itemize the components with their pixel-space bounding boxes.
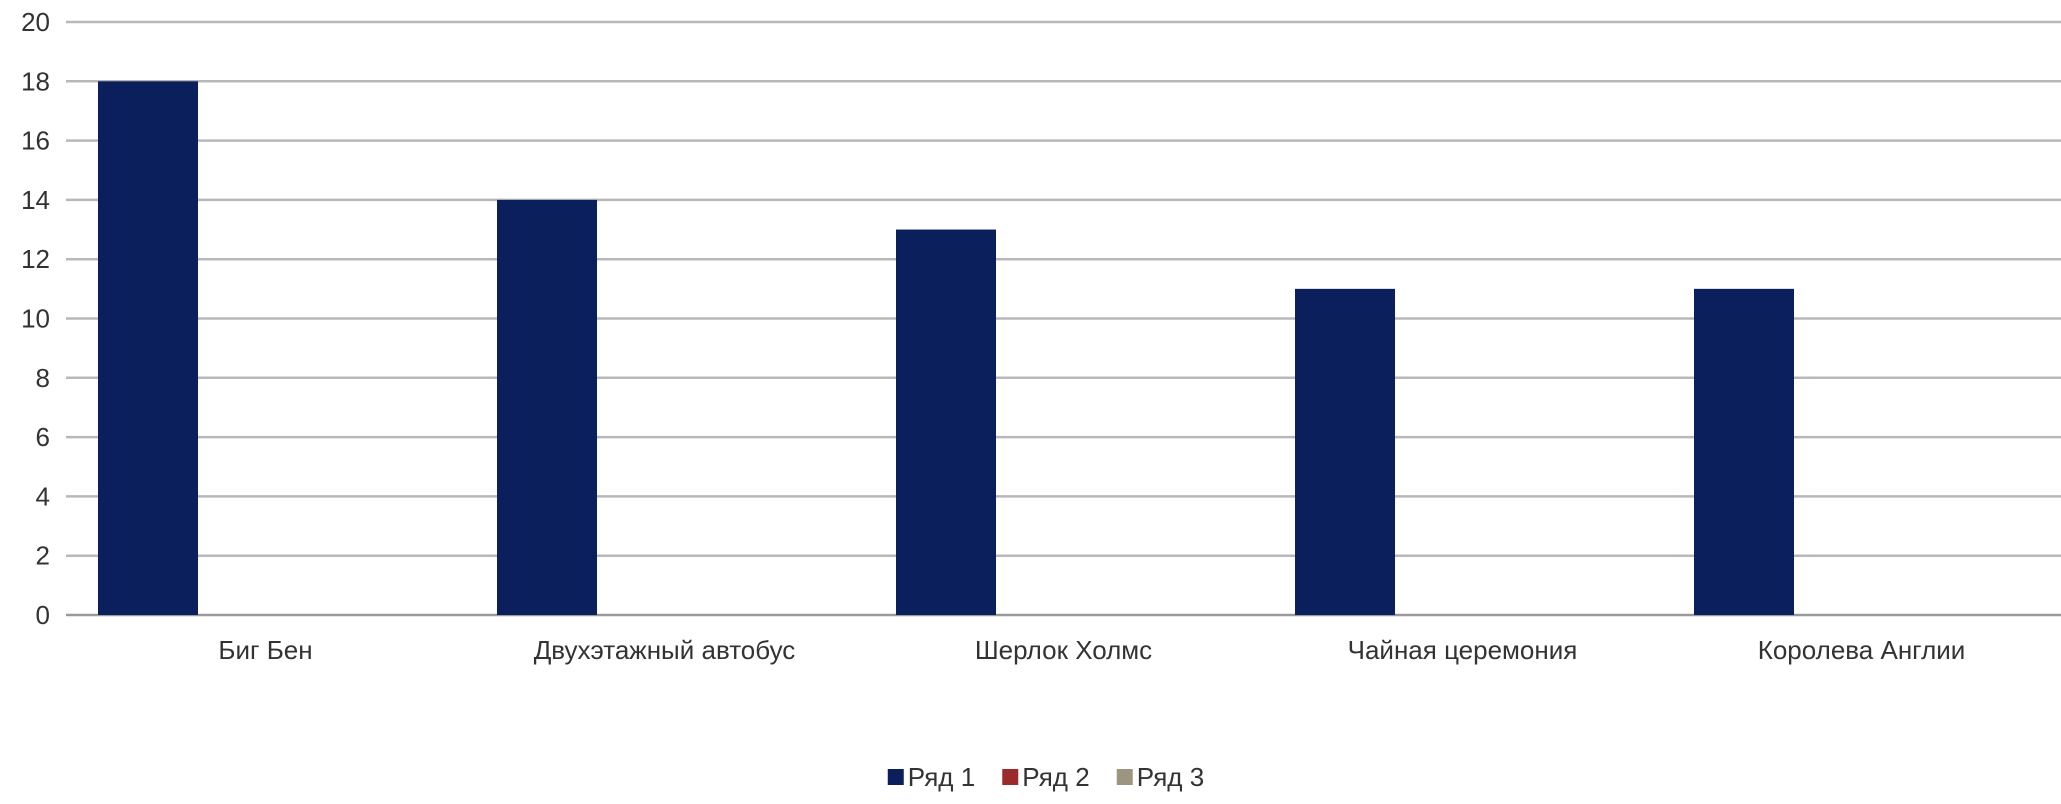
bars	[98, 81, 1794, 616]
y-tick-label: 12	[21, 244, 50, 274]
legend-label: Ряд 3	[1137, 762, 1204, 792]
x-tick-label: Чайная церемония	[1348, 635, 1578, 665]
bar	[98, 81, 198, 616]
y-tick-label: 16	[21, 126, 50, 156]
y-tick-label: 10	[21, 304, 50, 334]
legend-item: Ряд 2	[1002, 762, 1090, 792]
y-axis-tick-labels: 0 2 4 6 8 10 12 14 16 18 20	[21, 7, 50, 630]
y-tick-label: 14	[21, 185, 50, 215]
bar	[497, 199, 597, 615]
x-tick-label: Королева Англии	[1758, 635, 1966, 665]
y-tick-label: 4	[36, 481, 50, 511]
legend-swatch	[1116, 769, 1133, 785]
legend: Ряд 1 Ряд 2 Ряд 3	[887, 762, 1204, 792]
bar	[1694, 288, 1794, 615]
x-tick-label: Шерлок Холмс	[975, 635, 1152, 665]
y-tick-label: 6	[36, 422, 50, 452]
x-axis-tick-labels: Биг Бен Двухэтажный автобус Шерлок Холмс Ча…	[218, 635, 1965, 665]
legend-label: Ряд 2	[1022, 762, 1089, 792]
legend-swatch	[887, 769, 904, 785]
gridlines	[66, 20, 2061, 617]
y-tick-label: 8	[36, 363, 50, 393]
bar	[896, 229, 996, 616]
bar	[1295, 288, 1395, 615]
y-tick-label: 2	[36, 541, 50, 571]
legend-item: Ряд 1	[887, 762, 975, 792]
y-tick-label: 18	[21, 66, 50, 96]
legend-swatch	[1002, 769, 1019, 785]
x-tick-label: Биг Бен	[218, 635, 312, 665]
y-tick-label: 0	[36, 600, 50, 630]
y-tick-label: 20	[21, 7, 50, 37]
x-tick-label: Двухэтажный автобус	[534, 635, 796, 665]
legend-label: Ряд 1	[908, 762, 975, 792]
legend-item: Ряд 3	[1116, 762, 1204, 792]
